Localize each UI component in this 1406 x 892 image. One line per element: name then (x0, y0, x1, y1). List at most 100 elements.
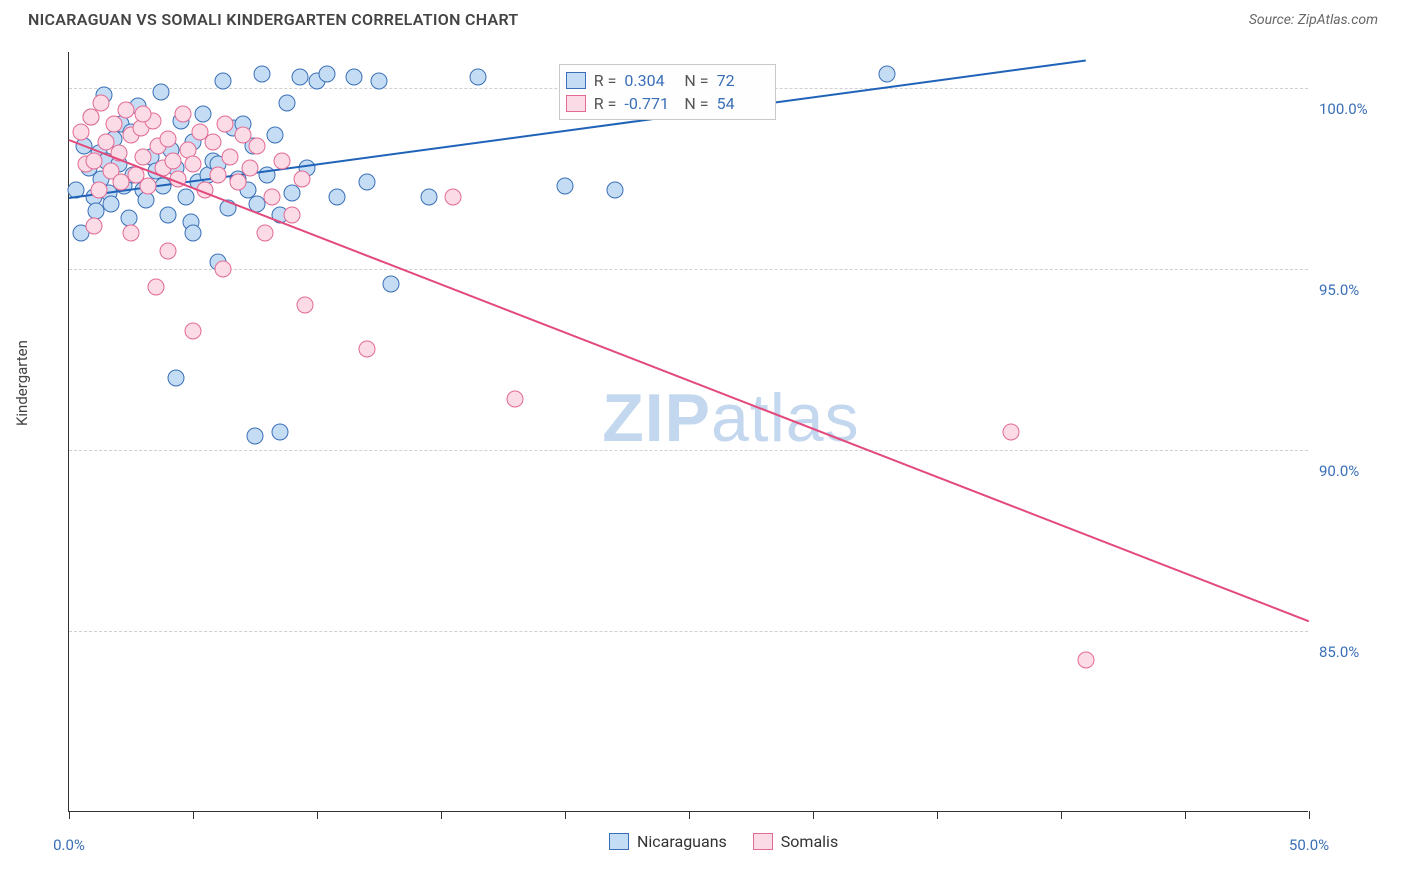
scatter-point (93, 94, 110, 111)
scatter-point (291, 69, 308, 86)
scatter-point (249, 138, 266, 155)
scatter-point (118, 101, 135, 118)
scatter-point (445, 188, 462, 205)
legend-swatch-icon (609, 833, 629, 850)
scatter-point (167, 369, 184, 386)
scatter-point (358, 340, 375, 357)
scatter-point (318, 65, 335, 82)
scatter-point (358, 174, 375, 191)
trend-line (69, 139, 1310, 622)
scatter-point (177, 188, 194, 205)
scatter-point (85, 217, 102, 234)
scatter-point (214, 261, 231, 278)
scatter-point (105, 116, 122, 133)
scatter-point (420, 188, 437, 205)
x-tick (565, 811, 566, 819)
scatter-point (294, 170, 311, 187)
scatter-point (175, 105, 192, 122)
scatter-point (185, 224, 202, 241)
scatter-point (274, 152, 291, 169)
legend-label: Somalis (781, 832, 838, 851)
scatter-point (204, 134, 221, 151)
gridline-horizontal (69, 631, 1308, 632)
scatter-point (135, 105, 152, 122)
legend-item: Somalis (753, 832, 838, 851)
scatter-point (266, 127, 283, 144)
scatter-point (123, 224, 140, 241)
y-tick-label: 100.0% (1319, 100, 1389, 118)
legend-swatch-icon (566, 95, 586, 112)
stat-label-n: N = (684, 92, 708, 115)
scatter-point (160, 243, 177, 260)
y-tick-label: 90.0% (1319, 462, 1389, 480)
scatter-point (209, 167, 226, 184)
scatter-point (214, 72, 231, 89)
scatter-point (160, 206, 177, 223)
x-tick (937, 811, 938, 819)
scatter-point (242, 159, 259, 176)
scatter-point (279, 94, 296, 111)
y-axis-label: Kindergarten (13, 340, 31, 426)
gridline-horizontal (69, 450, 1308, 451)
chart-title: NICARAGUAN VS SOMALI KINDERGARTEN CORREL… (28, 10, 519, 29)
scatter-point (284, 185, 301, 202)
scatter-point (229, 174, 246, 191)
scatter-point (103, 196, 120, 213)
x-tick (1061, 811, 1062, 819)
scatter-point (165, 152, 182, 169)
scatter-point (185, 156, 202, 173)
scatter-point (137, 192, 154, 209)
x-tick (813, 811, 814, 819)
scatter-point (371, 72, 388, 89)
scatter-point (85, 152, 102, 169)
x-tick (1309, 811, 1310, 819)
gridline-horizontal (69, 269, 1308, 270)
scatter-point (222, 148, 239, 165)
scatter-point (346, 69, 363, 86)
watermark: ZIPatlas (602, 379, 859, 457)
stat-label-r: R = (594, 69, 617, 92)
scatter-point (90, 181, 107, 198)
scatter-point (271, 424, 288, 441)
x-tick (441, 811, 442, 819)
y-tick-label: 85.0% (1319, 643, 1389, 661)
stat-value-r: 0.304 (624, 69, 676, 92)
scatter-point (606, 181, 623, 198)
x-axis-legend: Nicaraguans Somalis (609, 832, 838, 851)
stat-row: R =0.304N =72 (566, 69, 769, 92)
legend-swatch-icon (753, 833, 773, 850)
plot-area: 85.0%90.0%95.0%100.0%0.0%50.0%ZIPatlasR … (68, 52, 1308, 812)
legend-item: Nicaraguans (609, 832, 727, 851)
chart-header: NICARAGUAN VS SOMALI KINDERGARTEN CORREL… (0, 0, 1406, 35)
scatter-point (217, 116, 234, 133)
scatter-point (284, 206, 301, 223)
scatter-point (234, 127, 251, 144)
x-tick (69, 811, 70, 819)
x-tick-label: 50.0% (1289, 836, 1329, 854)
scatter-point (140, 177, 157, 194)
x-tick (317, 811, 318, 819)
scatter-point (194, 105, 211, 122)
stat-label-n: N = (684, 69, 708, 92)
x-tick (1185, 811, 1186, 819)
scatter-point (185, 322, 202, 339)
scatter-point (254, 65, 271, 82)
scatter-point (160, 130, 177, 147)
legend-label: Nicaraguans (637, 832, 727, 851)
scatter-point (328, 188, 345, 205)
x-tick (689, 811, 690, 819)
scatter-point (507, 391, 524, 408)
x-tick (193, 811, 194, 819)
scatter-point (1003, 424, 1020, 441)
legend-swatch-icon (566, 72, 586, 89)
stat-label-r: R = (594, 92, 617, 115)
scatter-point (470, 69, 487, 86)
scatter-point (83, 109, 100, 126)
scatter-point (73, 123, 90, 140)
scatter-point (264, 188, 281, 205)
x-tick-label: 0.0% (53, 836, 85, 854)
scatter-point (1077, 652, 1094, 669)
scatter-point (247, 427, 264, 444)
scatter-point (256, 224, 273, 241)
scatter-point (147, 279, 164, 296)
